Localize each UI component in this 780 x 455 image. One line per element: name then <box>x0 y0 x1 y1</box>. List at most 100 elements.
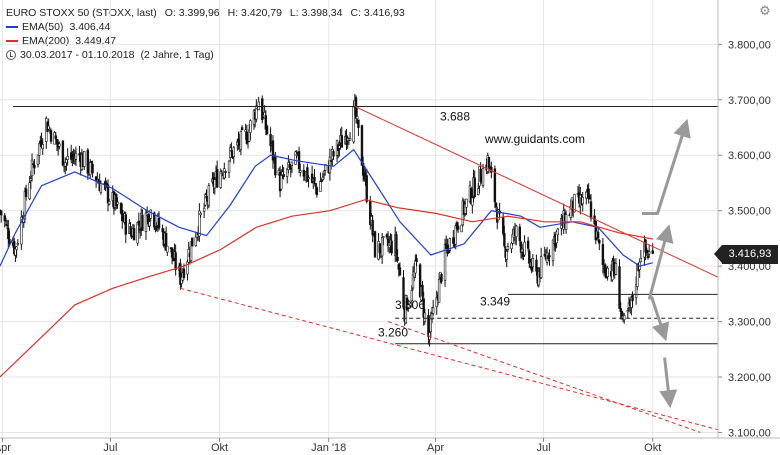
open-value: O: 3.399,96 <box>164 7 220 19</box>
y-tick-label: 3.300,00 <box>728 317 771 329</box>
candle <box>297 146 301 174</box>
candle-body <box>360 125 364 166</box>
candle <box>585 191 588 205</box>
candle-body <box>338 145 341 149</box>
candle-body <box>61 140 65 166</box>
candle-body <box>91 163 94 174</box>
candle <box>337 142 340 159</box>
candle-body <box>129 226 132 234</box>
x-tick-label: Okt <box>644 442 661 454</box>
candle <box>421 280 424 301</box>
candle-body <box>651 250 654 254</box>
candle <box>157 211 161 231</box>
candle-body <box>182 268 186 278</box>
candle <box>148 217 151 231</box>
candle <box>460 224 463 233</box>
candle <box>306 163 309 183</box>
low-value: L: 3.398,34 <box>289 7 343 19</box>
candle <box>402 270 405 310</box>
candle <box>515 224 518 246</box>
candle <box>45 116 48 149</box>
candle-body <box>313 176 316 182</box>
candle-body <box>141 214 144 231</box>
candle-body <box>72 153 75 157</box>
candle <box>494 202 498 211</box>
scenario-arrow <box>650 296 670 342</box>
candle <box>410 285 414 308</box>
candle-body <box>423 312 427 322</box>
candle-body <box>471 197 474 206</box>
candle-body <box>213 179 217 189</box>
candle-body <box>354 97 358 119</box>
candle-body <box>440 274 443 282</box>
candle-body <box>4 221 8 225</box>
candle-body <box>174 252 177 270</box>
candle <box>204 192 207 207</box>
candle <box>107 198 111 206</box>
candle-body <box>340 135 343 148</box>
candle-body <box>319 180 322 192</box>
x-tick-label: Jul <box>537 442 551 454</box>
candle <box>348 132 352 141</box>
candle <box>382 236 385 246</box>
candle-body <box>573 193 576 213</box>
candle-body <box>220 171 224 174</box>
candle-body <box>452 237 455 244</box>
candle-body <box>606 267 609 277</box>
date-range-row[interactable]: 30.03.2017 - 01.10.2018 (2 Jahre, 1 Tag) <box>6 48 405 62</box>
candle <box>16 239 20 246</box>
candle <box>3 213 6 228</box>
candle <box>70 144 73 164</box>
candle <box>124 211 127 243</box>
candle <box>141 209 144 232</box>
candle-body <box>407 303 410 308</box>
level-label: 3.306 <box>395 298 425 312</box>
candle <box>54 132 57 140</box>
level-label: 3.260 <box>378 326 408 340</box>
x-tick-label: Jan '18 <box>311 442 346 454</box>
candle-body <box>348 138 352 141</box>
candle-body <box>626 310 630 313</box>
candle <box>398 262 402 276</box>
candle-body <box>8 238 11 244</box>
candle <box>36 154 40 168</box>
candle <box>232 146 235 164</box>
candle-body <box>631 294 634 302</box>
candle-body <box>232 147 235 157</box>
candle <box>255 99 258 123</box>
candle <box>598 239 601 251</box>
ema50-value: 3.406,44 <box>69 21 111 33</box>
candle-body <box>224 171 227 173</box>
candle-body <box>124 214 127 235</box>
candle <box>487 156 491 174</box>
candle-body <box>526 240 530 249</box>
candle <box>360 124 364 166</box>
candle-body <box>86 149 90 174</box>
candle-body <box>285 168 289 177</box>
candle-body <box>161 228 164 233</box>
candle-body <box>646 256 650 259</box>
candle-body <box>289 167 292 170</box>
candle-body <box>515 225 518 237</box>
candle <box>285 168 289 184</box>
candle-body <box>385 234 389 238</box>
last-price-tag: 3.416,93 <box>714 245 778 264</box>
ema50-line <box>0 148 653 267</box>
settings-icon[interactable]: ⚙ <box>759 3 771 18</box>
candle-body <box>47 125 50 130</box>
legend-ema50[interactable]: EMA(50) 3.406,44 <box>6 20 405 34</box>
high-value: H: 3.420,79 <box>227 7 282 19</box>
candle <box>581 191 584 212</box>
candle <box>30 153 34 182</box>
candle-body <box>215 169 219 188</box>
candle <box>437 272 441 303</box>
candle-body <box>239 131 243 150</box>
candle-body <box>620 310 624 317</box>
candle-body <box>528 250 531 264</box>
candle-body <box>647 251 651 255</box>
date-range: 30.03.2017 - 01.10.2018 <box>20 49 135 61</box>
candle-body <box>265 125 269 135</box>
candle-body <box>58 143 61 147</box>
candle <box>448 237 451 254</box>
